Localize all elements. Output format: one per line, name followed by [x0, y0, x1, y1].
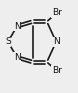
- Text: N: N: [14, 53, 21, 62]
- Text: Br: Br: [52, 66, 62, 75]
- Text: S: S: [5, 37, 11, 46]
- Text: Br: Br: [52, 8, 62, 17]
- Text: N: N: [53, 37, 60, 46]
- Text: N: N: [14, 22, 21, 31]
